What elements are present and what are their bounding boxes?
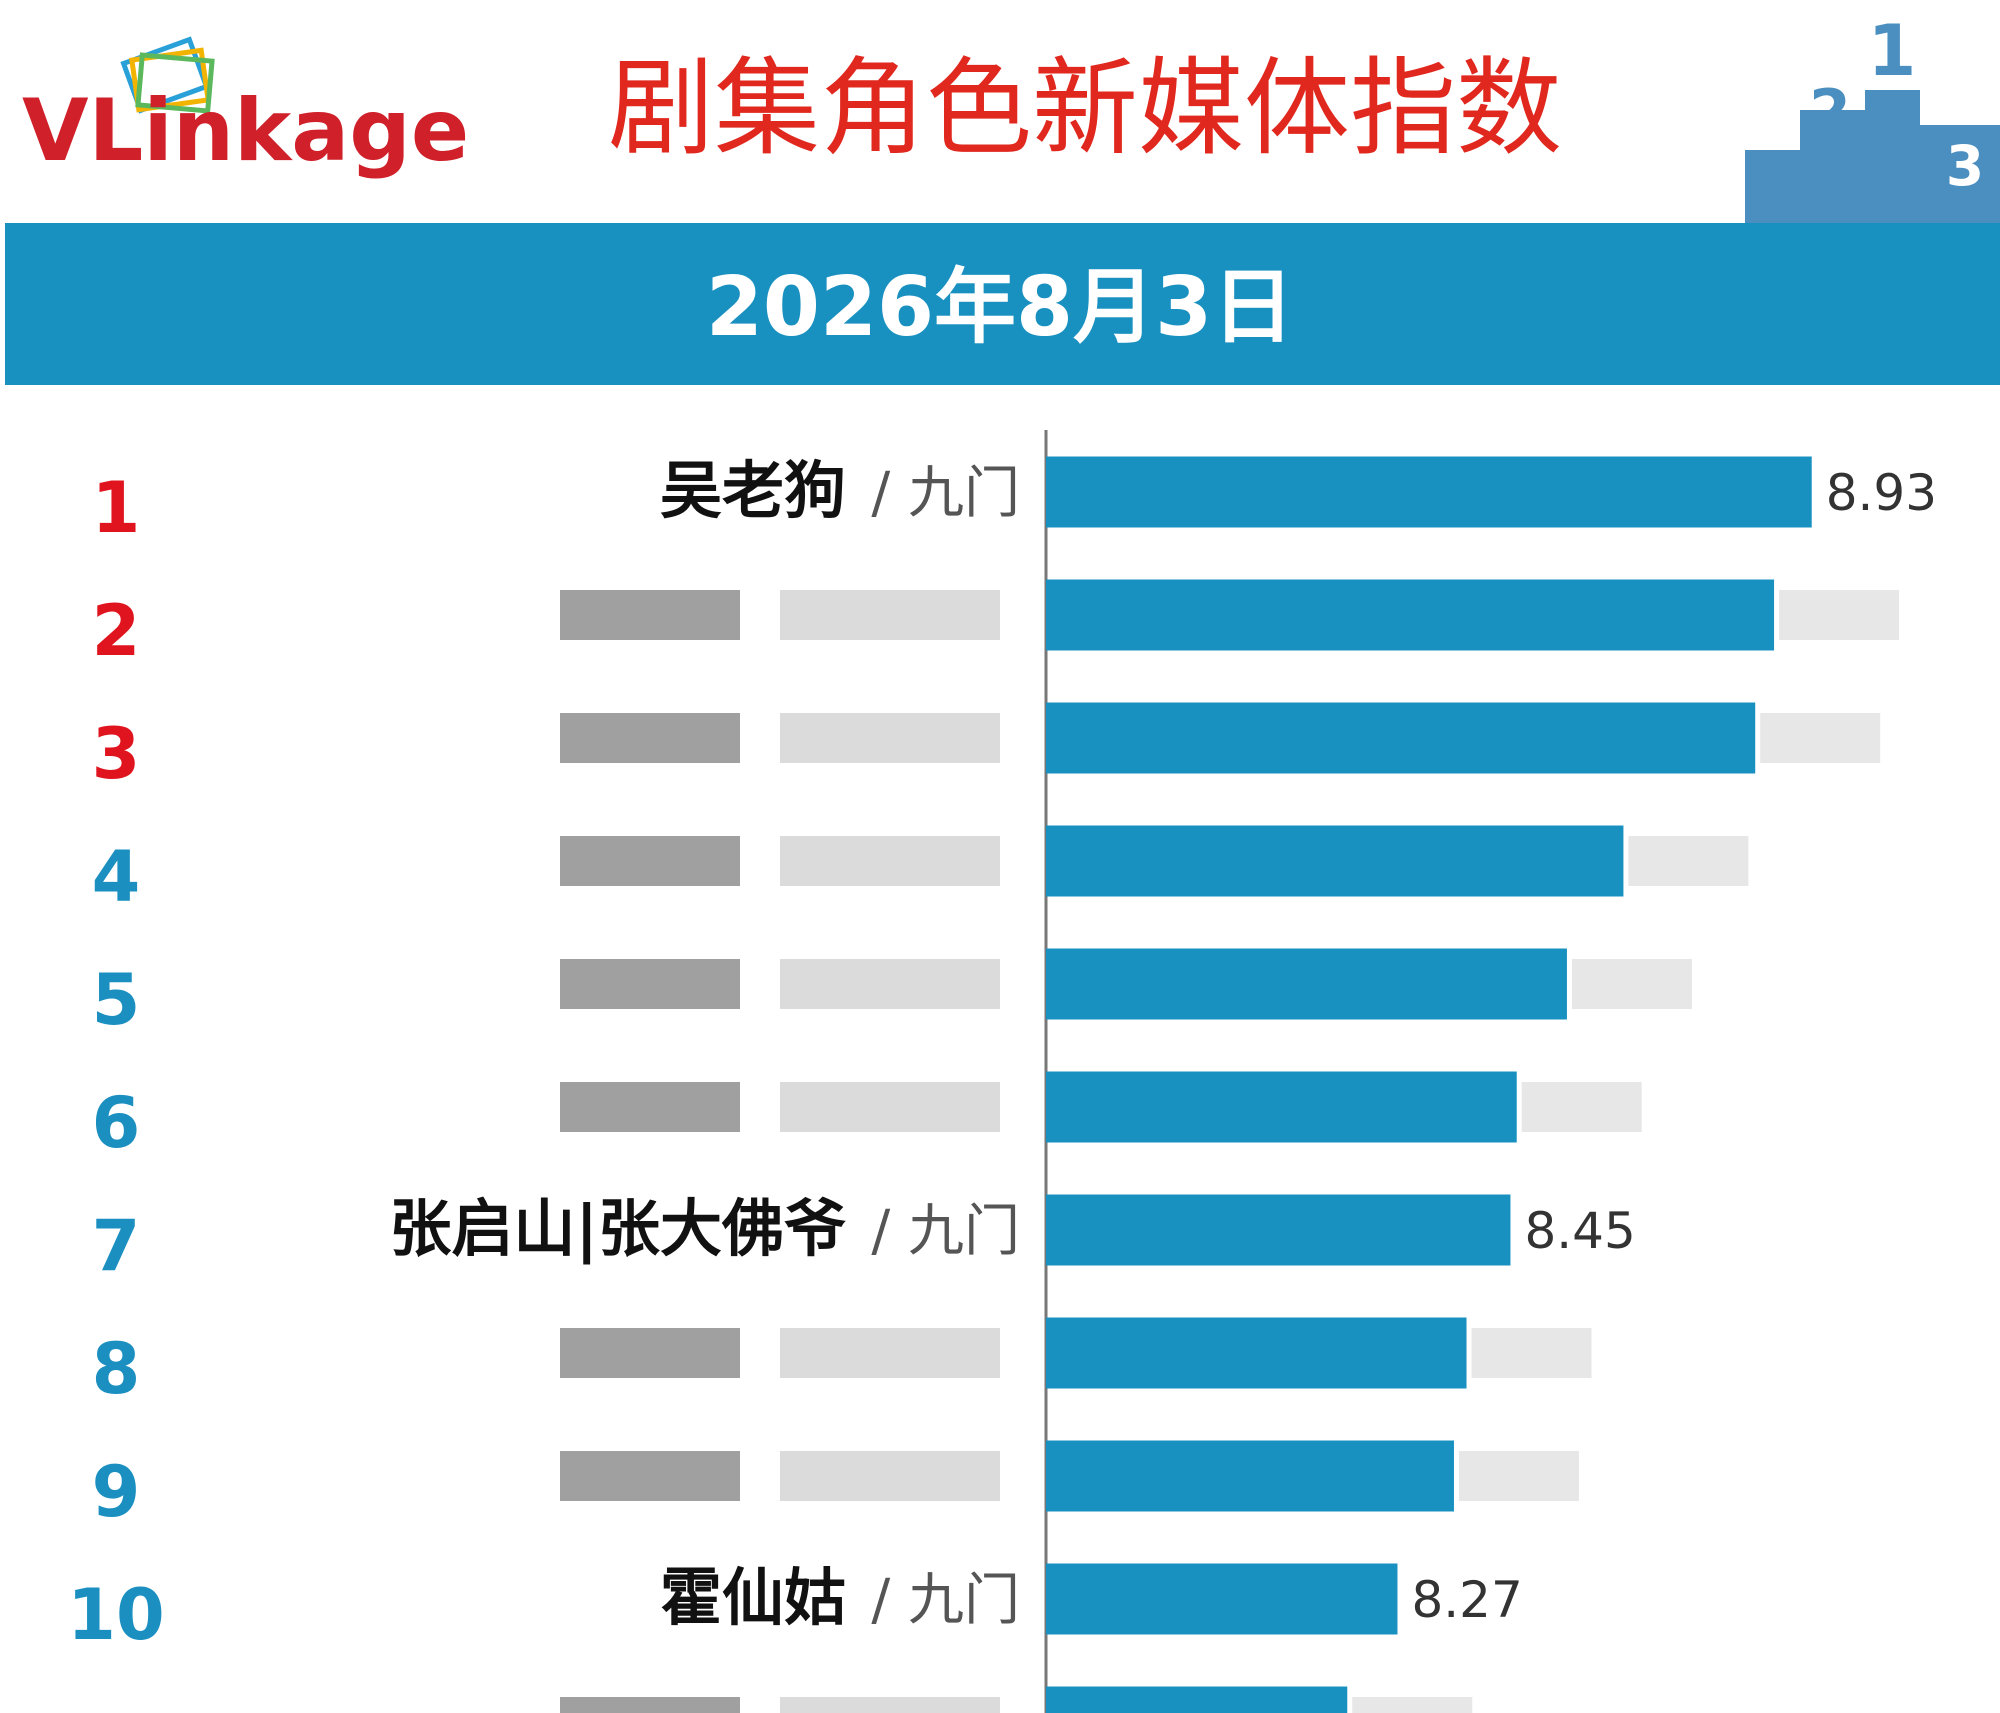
blurred-text	[560, 1697, 740, 1713]
podium-label: 1	[1868, 10, 1917, 92]
podium-label: 2	[1809, 77, 1851, 147]
blurred-text	[780, 590, 1000, 640]
rank-label: 5	[92, 959, 141, 1041]
bar	[1046, 1071, 1517, 1143]
bar	[1046, 579, 1775, 651]
rank-label: 8	[92, 1328, 141, 1410]
rank-label: 7	[92, 1205, 141, 1287]
blurred-text	[1521, 1082, 1642, 1132]
rank-label: 1	[92, 467, 141, 549]
blurred-text	[1779, 590, 1900, 640]
blurred-text	[560, 1451, 740, 1501]
bar	[1046, 702, 1756, 774]
blurred-text	[560, 836, 740, 886]
blurred-text	[1352, 1697, 1473, 1713]
category-label: 吴老狗	[660, 454, 846, 527]
category-label: 霍仙姑	[660, 1561, 846, 1634]
value-label: 8.27	[1411, 1571, 1522, 1629]
drama-label: / 九门	[871, 1199, 1020, 1264]
podium-icon: 2 1 3	[1745, 10, 2000, 223]
blurred-text	[780, 1451, 1000, 1501]
blurred-text	[1760, 713, 1881, 763]
subtitle: 2026年8月3日	[706, 260, 1294, 355]
blurred-text	[780, 1697, 1000, 1713]
blurred-text	[560, 590, 740, 640]
blurred-text	[780, 1328, 1000, 1378]
blurred-text	[560, 959, 740, 1009]
bar	[1046, 948, 1567, 1020]
blurred-text	[1458, 1451, 1579, 1501]
logo: VLinkage	[22, 81, 469, 181]
rank-label: 2	[92, 590, 141, 672]
date-band	[5, 223, 2000, 385]
rank-label: 9	[92, 1451, 141, 1533]
podium-label: 3	[1946, 134, 1984, 198]
blurred-text	[560, 1082, 740, 1132]
blurred-text	[780, 713, 1000, 763]
rank-label: 6	[92, 1082, 141, 1164]
blurred-text	[780, 959, 1000, 1009]
drama-label: / 九门	[871, 461, 1020, 526]
bar	[1046, 1194, 1511, 1266]
value-label: 8.45	[1524, 1202, 1635, 1260]
bar	[1046, 1563, 1398, 1635]
rank-label: 10	[67, 1574, 164, 1656]
bar	[1046, 825, 1624, 897]
bar	[1046, 1686, 1348, 1713]
logo-icon	[120, 36, 215, 114]
blurred-text	[780, 1082, 1000, 1132]
blurred-text	[780, 836, 1000, 886]
bar	[1046, 1440, 1454, 1512]
blurred-text	[1571, 959, 1692, 1009]
bar	[1046, 456, 1812, 528]
rank-label: 4	[92, 836, 141, 918]
blurred-text	[560, 713, 740, 763]
blurred-text	[1628, 836, 1749, 886]
drama-label: / 九门	[871, 1568, 1020, 1633]
blurred-text	[1471, 1328, 1592, 1378]
rank-label: 3	[92, 713, 141, 795]
chart-title: 剧集角色新媒体指数	[608, 47, 1562, 170]
bar	[1046, 1317, 1467, 1389]
category-label: 张启山|张大佛爷	[389, 1192, 846, 1266]
blurred-text	[560, 1328, 740, 1378]
value-label: 8.93	[1826, 464, 1937, 522]
